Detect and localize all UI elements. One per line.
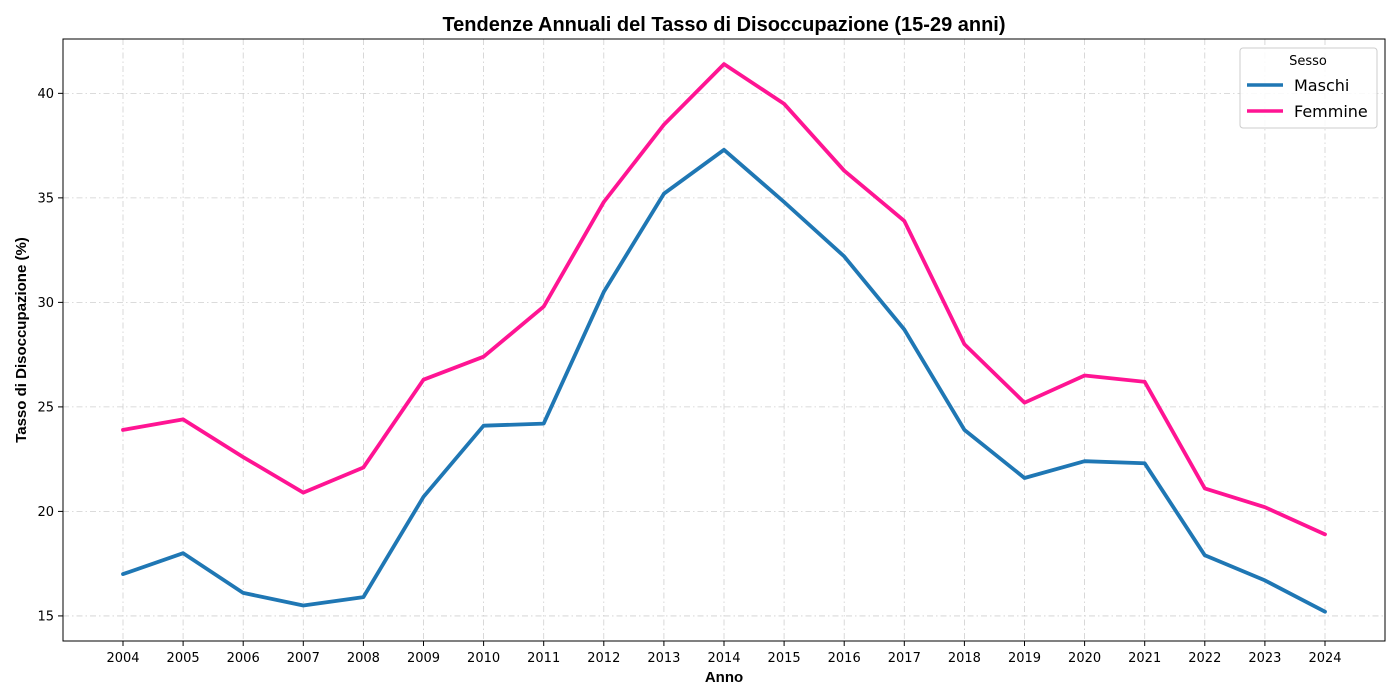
legend-label-femmine: Femmine [1294, 102, 1368, 121]
chart-title: Tendenze Annuali del Tasso di Disoccupaz… [442, 14, 1005, 36]
x-tick-label: 2005 [167, 651, 200, 666]
y-tick-label: 20 [37, 505, 54, 520]
x-tick-label: 2011 [527, 651, 560, 666]
x-tick-label: 2024 [1308, 651, 1341, 666]
legend-title: Sesso [1289, 54, 1327, 69]
y-tick-label: 30 [37, 296, 54, 311]
x-tick-label: 2019 [1008, 651, 1041, 666]
y-tick-label: 35 [37, 191, 54, 206]
legend-label-maschi: Maschi [1294, 76, 1349, 95]
x-tick-label: 2017 [888, 651, 921, 666]
x-tick-label: 2023 [1248, 651, 1281, 666]
x-tick-label: 2016 [828, 651, 861, 666]
x-tick-label: 2009 [407, 651, 440, 666]
x-tick-label: 2020 [1068, 651, 1101, 666]
x-tick-label: 2012 [587, 651, 620, 666]
y-tick-label: 25 [37, 400, 54, 415]
y-tick-label: 40 [37, 87, 54, 102]
legend-box [1239, 47, 1378, 129]
y-axis-label: Tasso di Disoccupazione (%) [13, 237, 30, 443]
x-tick-label: 2018 [948, 651, 981, 666]
x-tick-label: 2015 [768, 651, 801, 666]
series-line-maschi [121, 147, 1327, 614]
x-axis-ticks: 2004 2005 2006 2007 2008 2009 2010 2011 2012 2013… [106, 641, 1342, 666]
x-tick-label: 2007 [287, 651, 320, 666]
series-lines [121, 62, 1327, 614]
x-tick-label: 2021 [1128, 651, 1161, 666]
y-tick-label: 15 [37, 609, 54, 624]
y-axis-ticks: 15 20 25 30 35 40 [37, 87, 63, 624]
x-tick-label: 2006 [227, 651, 260, 666]
grid [63, 39, 1385, 641]
series-line-femmine [121, 62, 1327, 537]
x-tick-label: 2022 [1188, 651, 1221, 666]
x-tick-label: 2014 [707, 651, 740, 666]
x-tick-label: 2004 [106, 651, 139, 666]
legend: Sesso Maschi Femmine [1239, 47, 1378, 129]
x-axis-label: Anno [705, 669, 743, 686]
x-tick-label: 2010 [467, 651, 500, 666]
x-tick-label: 2013 [647, 651, 680, 666]
x-tick-label: 2008 [347, 651, 380, 666]
